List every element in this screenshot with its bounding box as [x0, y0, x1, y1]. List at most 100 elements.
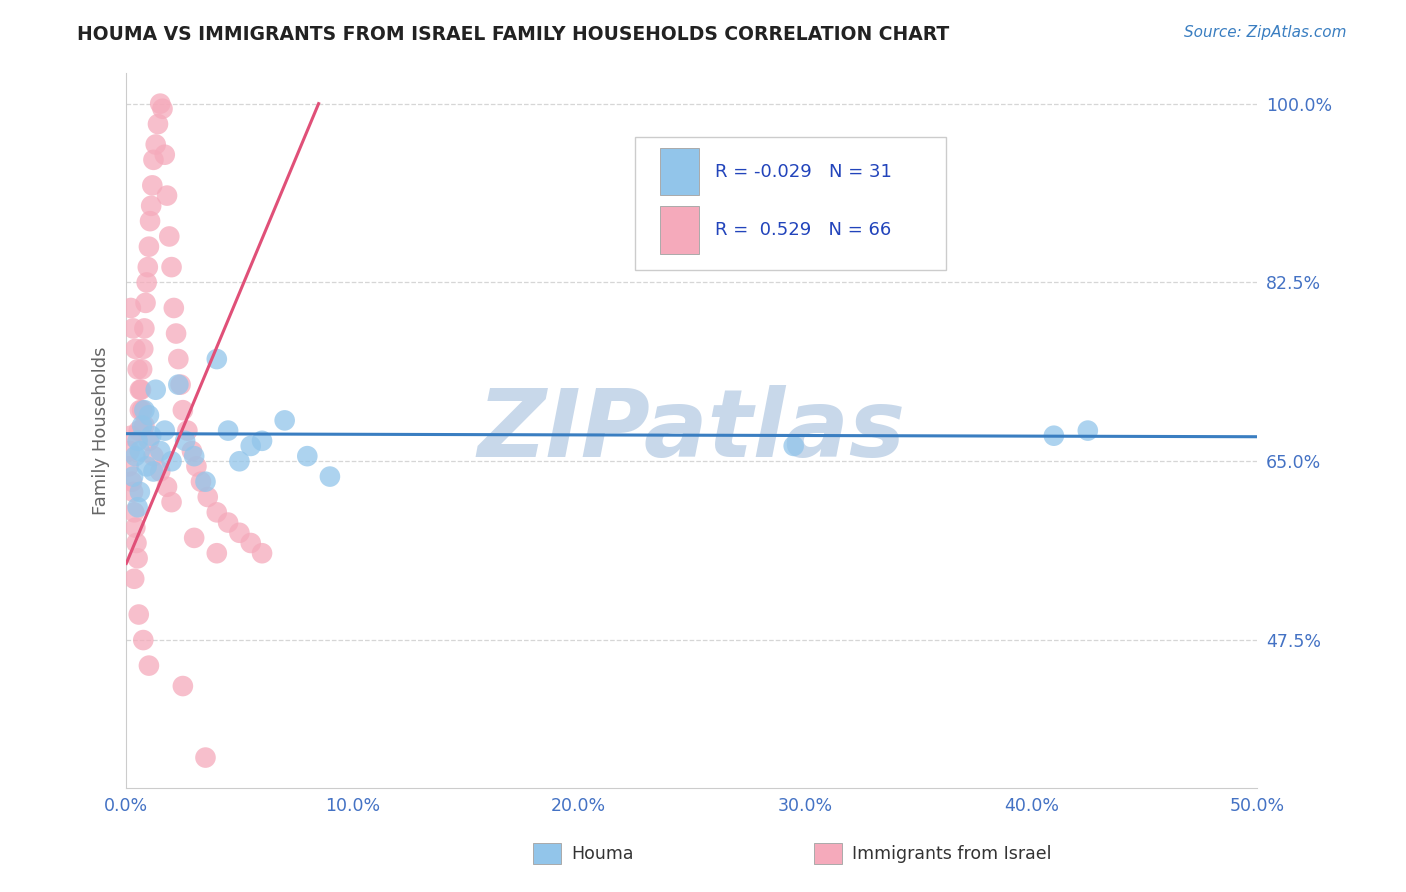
- Point: [120, 428, 142, 442]
- Point: [124, 342, 146, 356]
- Point: [131, 403, 153, 417]
- Point: [132, 342, 155, 356]
- Point: [132, 633, 155, 648]
- Text: R = -0.029   N = 31: R = -0.029 N = 31: [714, 162, 891, 180]
- Point: [122, 321, 145, 335]
- Point: [205, 352, 228, 367]
- Point: [146, 117, 169, 131]
- Point: [152, 102, 174, 116]
- Text: Houma: Houma: [571, 845, 633, 863]
- Point: [160, 495, 183, 509]
- Point: [122, 469, 145, 483]
- Point: [138, 658, 160, 673]
- Point: [131, 418, 153, 433]
- Point: [149, 96, 172, 111]
- Point: [121, 475, 143, 489]
- Text: HOUMA VS IMMIGRANTS FROM ISRAEL FAMILY HOUSEHOLDS CORRELATION CHART: HOUMA VS IMMIGRANTS FROM ISRAEL FAMILY H…: [77, 25, 949, 44]
- Point: [176, 424, 198, 438]
- Point: [145, 383, 167, 397]
- Point: [228, 454, 250, 468]
- Point: [167, 352, 190, 367]
- Point: [128, 484, 150, 499]
- Point: [172, 679, 194, 693]
- Point: [163, 301, 186, 315]
- Point: [273, 413, 295, 427]
- Point: [141, 428, 163, 442]
- Point: [149, 465, 172, 479]
- Point: [250, 434, 273, 448]
- Point: [142, 465, 165, 479]
- Point: [127, 500, 149, 515]
- Point: [128, 403, 150, 417]
- Point: [134, 403, 156, 417]
- Text: Source: ZipAtlas.com: Source: ZipAtlas.com: [1184, 25, 1347, 40]
- Point: [118, 444, 141, 458]
- Point: [194, 475, 217, 489]
- Point: [145, 137, 167, 152]
- Point: [122, 484, 145, 499]
- Point: [217, 516, 239, 530]
- Point: [142, 449, 165, 463]
- Point: [135, 296, 157, 310]
- Point: [125, 536, 148, 550]
- Point: [239, 439, 262, 453]
- Point: [156, 480, 179, 494]
- Point: [128, 444, 150, 458]
- Point: [160, 260, 183, 274]
- Point: [122, 572, 145, 586]
- Point: [134, 321, 156, 335]
- Point: [197, 490, 219, 504]
- Point: [183, 531, 205, 545]
- Point: [134, 418, 156, 433]
- Point: [138, 240, 160, 254]
- Point: [160, 454, 183, 468]
- Point: [142, 153, 165, 167]
- Point: [128, 383, 150, 397]
- Point: [319, 469, 342, 483]
- Point: [190, 475, 212, 489]
- Point: [186, 459, 208, 474]
- FancyBboxPatch shape: [636, 137, 946, 269]
- FancyBboxPatch shape: [661, 147, 699, 195]
- Point: [139, 214, 162, 228]
- FancyBboxPatch shape: [661, 206, 699, 254]
- Point: [128, 607, 150, 622]
- Y-axis label: Family Households: Family Households: [93, 346, 110, 515]
- Text: ZIPatlas: ZIPatlas: [478, 384, 905, 476]
- Point: [1043, 428, 1066, 442]
- Point: [153, 147, 176, 161]
- Point: [127, 362, 149, 376]
- Point: [127, 551, 149, 566]
- Point: [205, 505, 228, 519]
- Point: [297, 449, 319, 463]
- Point: [135, 459, 157, 474]
- Point: [131, 362, 153, 376]
- Point: [124, 449, 146, 463]
- Point: [1077, 424, 1099, 438]
- Point: [141, 199, 163, 213]
- Text: Immigrants from Israel: Immigrants from Israel: [852, 845, 1052, 863]
- Point: [783, 439, 806, 453]
- Point: [153, 424, 176, 438]
- Point: [194, 750, 217, 764]
- Point: [156, 188, 179, 202]
- Point: [138, 409, 160, 423]
- Point: [120, 301, 142, 315]
- Point: [124, 521, 146, 535]
- Point: [174, 434, 197, 448]
- Point: [217, 424, 239, 438]
- Point: [128, 424, 150, 438]
- Point: [228, 525, 250, 540]
- Point: [129, 383, 152, 397]
- Point: [169, 377, 191, 392]
- Text: R =  0.529   N = 66: R = 0.529 N = 66: [714, 221, 891, 239]
- Point: [250, 546, 273, 560]
- Point: [127, 434, 149, 448]
- Point: [122, 505, 145, 519]
- Point: [136, 260, 159, 274]
- Point: [165, 326, 187, 341]
- Point: [141, 178, 163, 193]
- Point: [149, 444, 172, 458]
- Point: [117, 459, 139, 474]
- Point: [183, 449, 205, 463]
